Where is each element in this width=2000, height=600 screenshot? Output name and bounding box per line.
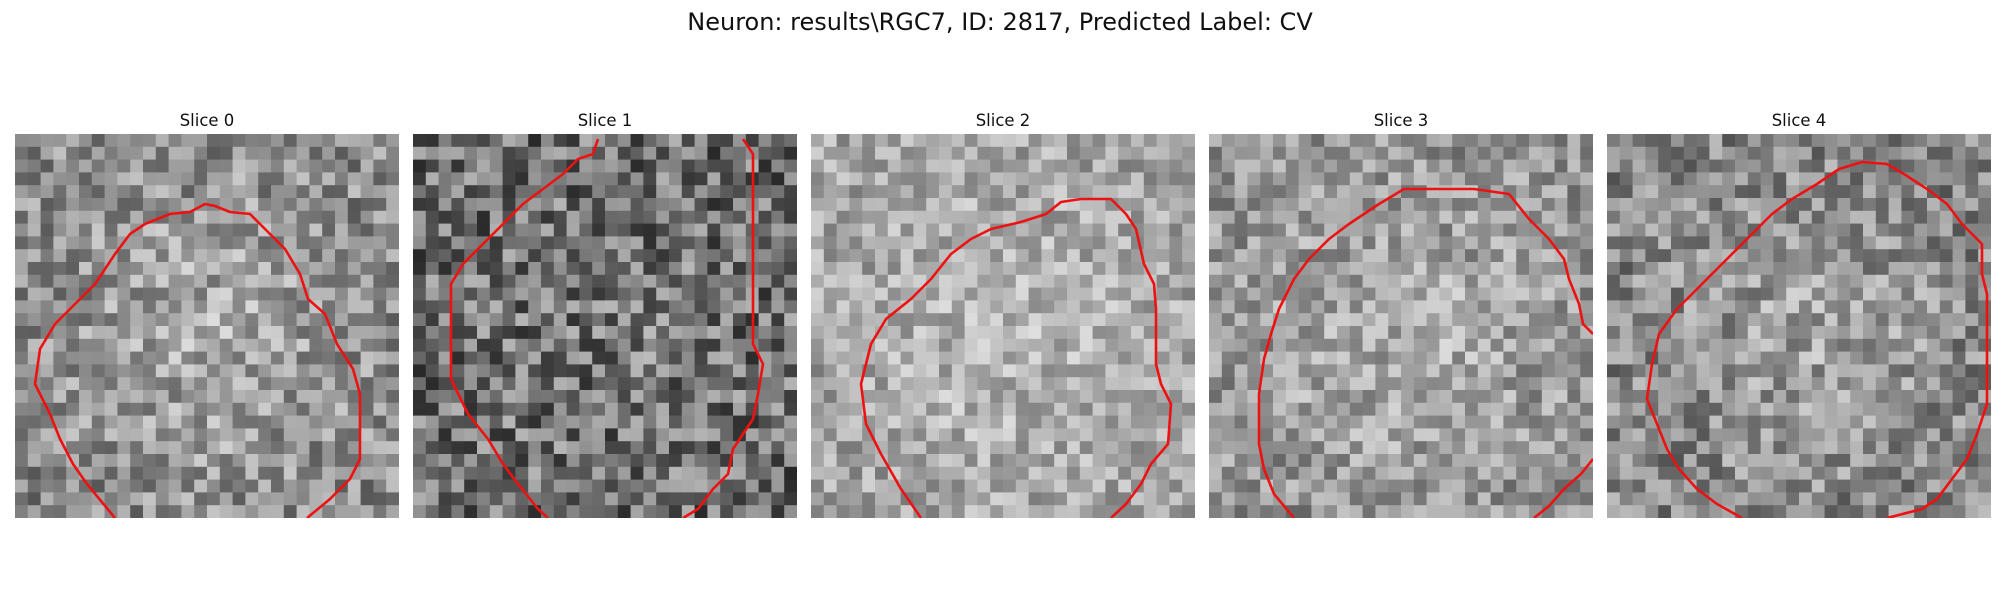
contour-line-2 <box>859 197 1173 518</box>
contour-line-1 <box>449 138 765 518</box>
slice-title-0: Slice 0 <box>179 111 235 130</box>
slice-panel-3: Slice 3 <box>1209 110 1593 518</box>
slice-image-3 <box>1209 134 1593 518</box>
slice-panel-0: Slice 0 <box>15 110 399 518</box>
slice-image-4 <box>1607 134 1991 518</box>
slice-panel-4: Slice 4 <box>1607 110 1991 518</box>
contour-line-0 <box>33 202 362 518</box>
slice-title-3: Slice 3 <box>1373 111 1429 130</box>
contour-line-4 <box>1645 160 1989 518</box>
slice-image-0 <box>15 134 399 518</box>
slice-title-2: Slice 2 <box>975 111 1031 130</box>
slice-panel-1: Slice 1 <box>413 110 797 518</box>
contour-line-3 <box>1257 187 1593 518</box>
slice-panel-2: Slice 2 <box>811 110 1195 518</box>
slice-title-4: Slice 4 <box>1771 111 1827 130</box>
slice-title-1: Slice 1 <box>577 111 633 130</box>
figure-title: Neuron: results\RGC7, ID: 2817, Predicte… <box>687 8 1313 36</box>
slice-image-1 <box>413 134 797 518</box>
slice-image-2 <box>811 134 1195 518</box>
